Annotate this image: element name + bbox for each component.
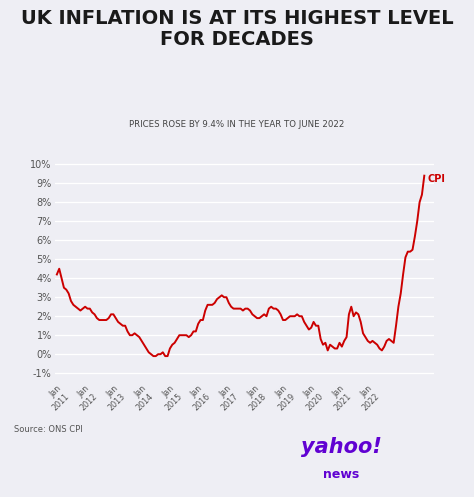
Text: PRICES ROSE BY 9.4% IN THE YEAR TO JUNE 2022: PRICES ROSE BY 9.4% IN THE YEAR TO JUNE … bbox=[129, 120, 345, 129]
Text: UK INFLATION IS AT ITS HIGHEST LEVEL
FOR DECADES: UK INFLATION IS AT ITS HIGHEST LEVEL FOR… bbox=[21, 9, 453, 49]
Text: news: news bbox=[323, 468, 359, 481]
Text: Source: ONS CPI: Source: ONS CPI bbox=[14, 425, 83, 434]
Text: yahoo!: yahoo! bbox=[301, 437, 382, 457]
Text: CPI: CPI bbox=[428, 173, 446, 183]
